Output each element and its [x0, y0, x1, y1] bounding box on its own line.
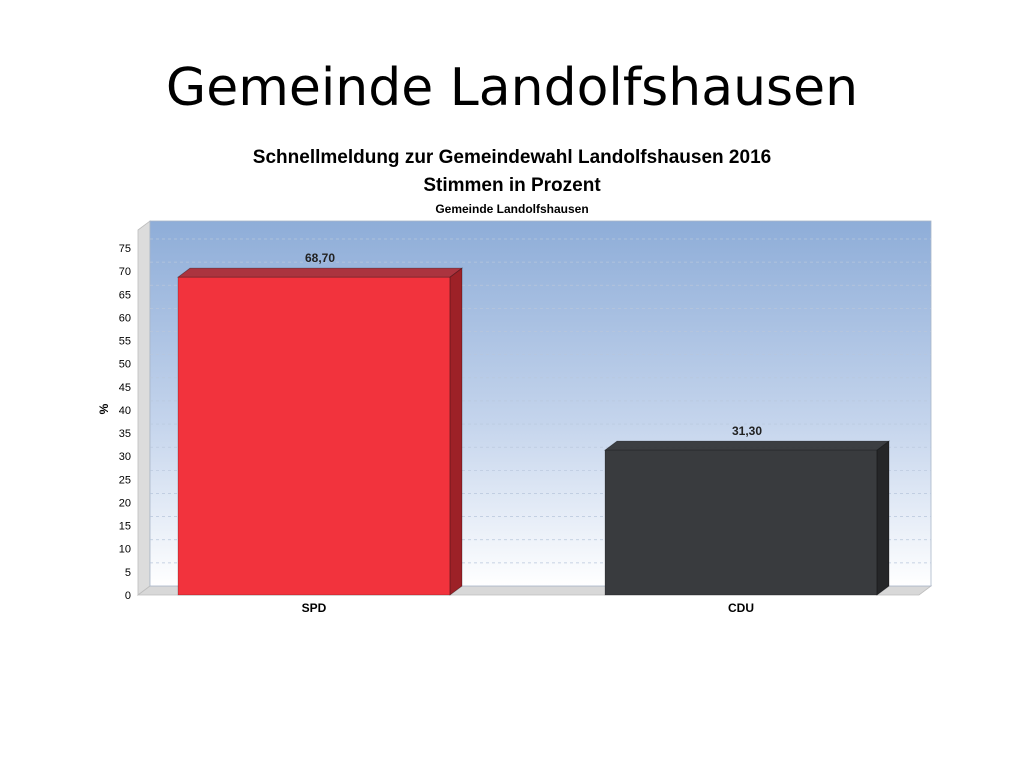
- chart-subtitle: Stimmen in Prozent: [423, 175, 601, 196]
- bar-top-shade: [178, 268, 462, 278]
- bar-front: [177, 276, 451, 596]
- y-tick-label: 10: [119, 544, 131, 556]
- y-tick-label: 0: [125, 590, 131, 602]
- chart-title: Schnellmeldung zur Gemeindewahl Landolfs…: [252, 147, 772, 168]
- y-axis-label: %: [97, 403, 111, 414]
- y-tick-label: 5: [125, 567, 131, 579]
- slide-title: Gemeinde Landolfshausen: [165, 58, 859, 118]
- bar-front: [604, 449, 878, 596]
- chart-subtitle-small: Gemeinde Landolfshausen: [435, 202, 589, 216]
- y-tick-label: 15: [119, 521, 131, 533]
- y-tick-label: 65: [119, 289, 131, 301]
- bar-side-shade: [877, 441, 889, 595]
- x-tick-label: CDU: [728, 601, 754, 615]
- y-tick-label: 20: [119, 497, 131, 509]
- bar-top-shade: [605, 441, 889, 451]
- y-tick-label: 55: [119, 336, 131, 348]
- y-tick-label: 60: [119, 312, 131, 324]
- y-tick-label: 70: [119, 266, 131, 278]
- y-tick-label: 50: [119, 359, 131, 371]
- y-tick-label: 35: [119, 428, 131, 440]
- bar-side-shade: [450, 268, 462, 595]
- value-label: 31,30: [732, 424, 762, 438]
- y-tick-label: 45: [119, 382, 131, 394]
- y-tick-label: 25: [119, 474, 131, 486]
- bar-side: [876, 440, 890, 596]
- y-tick-label: 40: [119, 405, 131, 417]
- y-tick-label: 30: [119, 451, 131, 463]
- chart-side-wall: [137, 220, 151, 596]
- y-tick-label: 75: [119, 243, 131, 255]
- bar-spd: [176, 267, 464, 596]
- value-label: 68,70: [305, 251, 335, 265]
- bar-side: [449, 267, 463, 596]
- x-tick-label: SPD: [302, 601, 327, 615]
- bar-cdu: [603, 440, 891, 596]
